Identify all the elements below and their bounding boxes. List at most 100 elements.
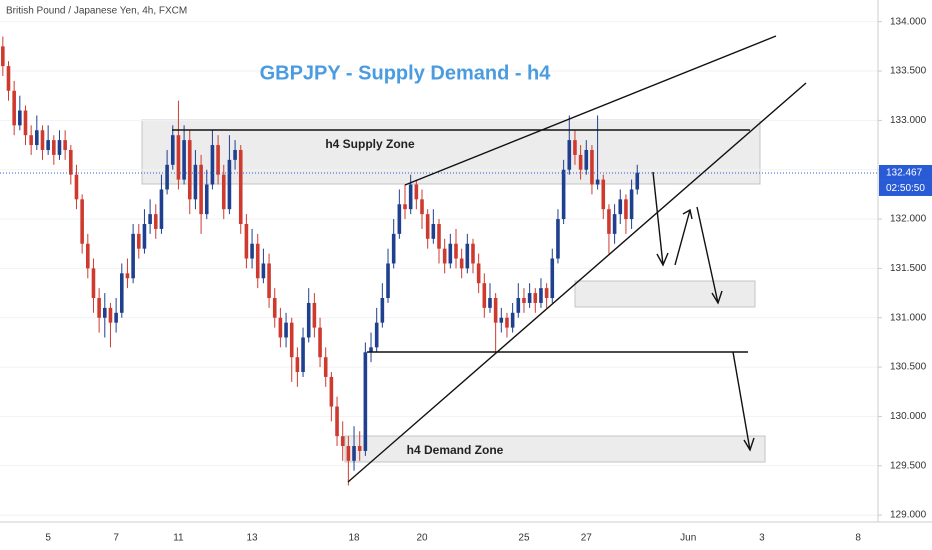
candle-body [561, 169, 566, 220]
x-tick-label: 11 [173, 533, 184, 544]
x-tick-label: 25 [518, 533, 530, 544]
candle-body [238, 149, 243, 224]
candle-body [340, 436, 345, 447]
candle-body [221, 174, 226, 210]
candle-body [35, 130, 39, 146]
candle-body [544, 288, 549, 299]
candle-body [323, 357, 328, 377]
candle-body [295, 357, 300, 373]
candle-body [556, 219, 560, 259]
candle-body [40, 130, 45, 150]
candle-body [635, 172, 640, 190]
candle-body [408, 184, 413, 210]
candle-body [391, 233, 396, 264]
x-tick-label: 18 [348, 533, 360, 544]
candle-body [136, 233, 141, 249]
y-tick-label: 133.000 [890, 115, 927, 126]
candle-body [114, 312, 118, 323]
candle-body [437, 223, 441, 249]
last-price-box [879, 164, 932, 181]
y-tick-label: 132.000 [890, 214, 927, 225]
x-tick-label: 7 [113, 533, 119, 544]
candle-body [142, 223, 147, 249]
candle-body [374, 322, 379, 348]
candle-body [584, 149, 589, 170]
x-tick-label: 27 [581, 533, 593, 544]
y-tick-label: 131.000 [890, 312, 927, 323]
candle-body [465, 243, 470, 269]
candle-body [425, 214, 430, 239]
candle-body [272, 298, 277, 318]
candle-body [80, 199, 84, 244]
candle-body [482, 283, 487, 308]
arrow-head [656, 252, 669, 267]
candle-body [329, 376, 334, 407]
candle-body [624, 199, 628, 220]
candle-body [539, 288, 543, 303]
candle-body [488, 298, 492, 308]
arrow-head [682, 208, 693, 220]
candle-body [255, 243, 260, 279]
candle-body [187, 140, 192, 200]
y-tick-label: 130.000 [890, 411, 927, 422]
candle-body [23, 110, 28, 136]
candle-body [69, 149, 73, 175]
x-tick-label: Jun [680, 533, 696, 544]
zone [574, 280, 756, 308]
x-tick-label: 20 [416, 533, 428, 544]
trend-line [347, 82, 807, 483]
candle-body [6, 66, 11, 91]
annotation: h4 Demand Zone [407, 443, 504, 457]
candle-body [12, 90, 16, 126]
trend-line [404, 35, 777, 186]
candle-body [176, 135, 181, 180]
candle-body [431, 223, 436, 239]
candle-body [86, 243, 90, 269]
header: British Pound / Japanese Yen, 4h, FXCM [6, 6, 187, 17]
candle-body [454, 243, 458, 259]
candle-body [244, 223, 249, 259]
plot [0, 21, 878, 516]
candle-body [182, 140, 186, 180]
candle-body [578, 154, 583, 170]
candle-body [148, 214, 152, 224]
candle-body [471, 243, 475, 264]
arrow [652, 171, 664, 266]
candle-body [505, 317, 509, 328]
candle-body [91, 268, 96, 299]
candle-body [590, 149, 594, 185]
candle-body [403, 204, 407, 210]
x-tick-label: 8 [855, 533, 861, 544]
countdown-label: 02:50:50 [886, 183, 925, 194]
candle-body [1, 46, 5, 67]
candle-body [335, 406, 339, 437]
candle-body [448, 243, 453, 264]
last-price-label: 132.467 [886, 168, 923, 179]
candle-body [318, 327, 322, 358]
x-tick-label: 13 [247, 533, 259, 544]
arrow [696, 206, 719, 304]
candle-body [499, 317, 504, 323]
candle-body [153, 214, 158, 229]
candle-body [102, 307, 107, 318]
candle-body [601, 179, 606, 210]
candle-body [216, 145, 220, 175]
candle-body [210, 145, 215, 185]
chart-title: GBPJPY - Supply Demand - h4 [260, 62, 552, 84]
countdown-box [879, 180, 932, 196]
candle-body [459, 258, 464, 269]
demand-zone [344, 435, 766, 463]
candle-body [369, 347, 373, 353]
candle-body [289, 322, 294, 358]
candle-body [573, 140, 577, 155]
candle-body [125, 273, 130, 279]
candle-body [595, 179, 600, 185]
candle-body [312, 302, 317, 328]
candle-body [284, 322, 288, 338]
candle-body [522, 298, 526, 303]
candle-body [567, 140, 572, 170]
candle-body [533, 293, 538, 303]
candle-body [63, 140, 67, 150]
candle-body [74, 174, 79, 200]
candle-body [57, 140, 62, 155]
